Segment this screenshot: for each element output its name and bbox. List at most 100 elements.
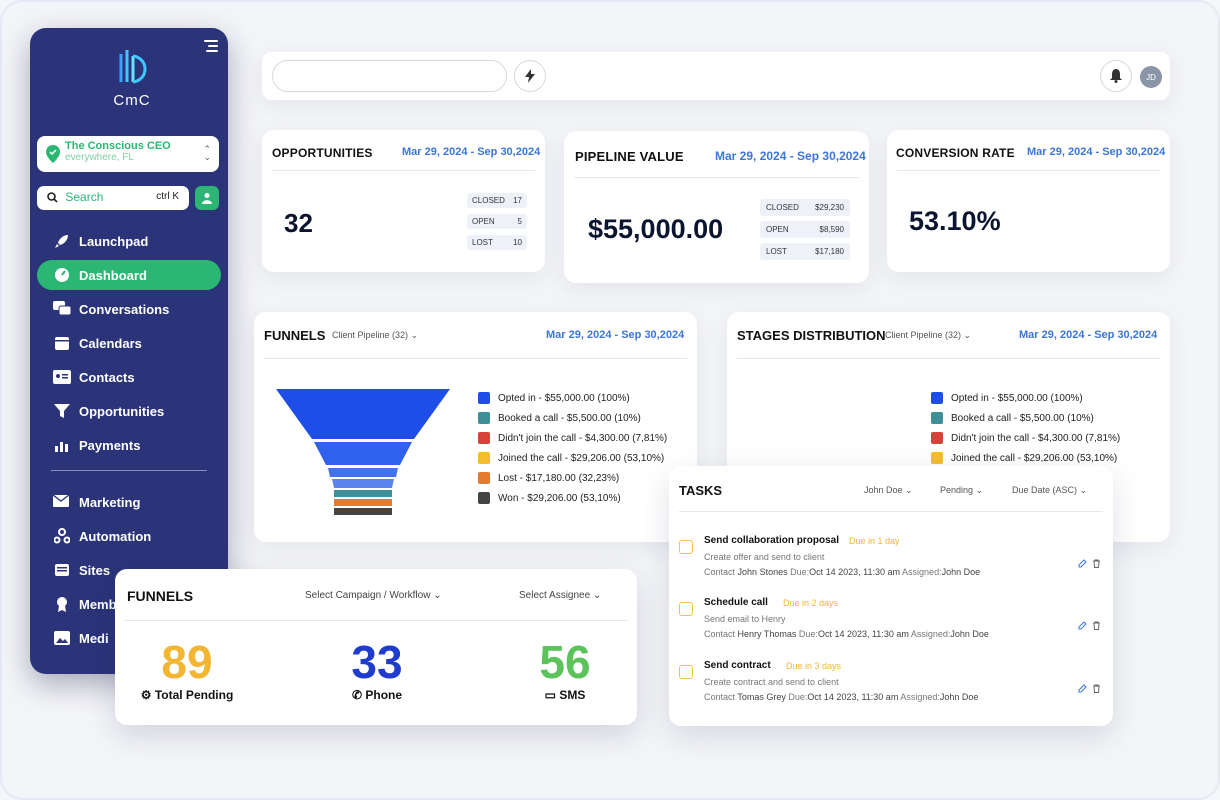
sidebar-item-memberships[interactable]: Memb (37, 589, 221, 619)
sidebar-nav: Launchpad Dashboard Conversations Calend… (37, 226, 221, 657)
global-search-input[interactable] (272, 60, 507, 92)
payments-icon (53, 436, 71, 454)
top-bar: JD (262, 52, 1170, 100)
campaign-dropdown[interactable]: Select Campaign / Workflow ⌄ (305, 590, 442, 601)
card-title: CONVERSION RATE (896, 146, 1015, 160)
chevron-down-icon: ⌄ (975, 485, 984, 495)
user-avatar[interactable]: JD (1140, 66, 1162, 88)
sidebar-item-calendars[interactable]: Calendars (37, 328, 221, 358)
sidebar-item-automation[interactable]: Automation (37, 521, 221, 551)
legend-swatch (931, 412, 943, 424)
divider (264, 358, 687, 359)
edit-icon[interactable] (1078, 621, 1087, 630)
tasks-card: TASKS John Doe ⌄ Pending ⌄ Due Date (ASC… (669, 466, 1113, 726)
legend-item: Joined the call - $29,206.00 (53,10%) (478, 448, 667, 468)
sidebar-item-label: Marketing (79, 494, 141, 510)
sidebar-item-media[interactable]: Medi (37, 623, 221, 653)
task-due-badge: Due in 1 day (849, 536, 900, 546)
sidebar-item-label: Sites (79, 562, 111, 578)
date-range[interactable]: Mar 29, 2024 - Sep 30,2024 (1019, 329, 1158, 341)
sidebar: CmC The Conscious CEO everywhere, FL ⌃ ⌄ … (30, 28, 228, 674)
chevron-down-icon: ⌄ (905, 485, 913, 495)
legend-swatch (478, 412, 490, 424)
lightning-icon (525, 69, 535, 83)
notifications-button[interactable] (1100, 60, 1132, 92)
sidebar-item-marketing[interactable]: Marketing (37, 487, 221, 517)
opportunities-breakdown: CLOSED 17 OPEN 5 LOST 10 (467, 193, 527, 256)
contact-card-icon (53, 368, 71, 386)
trash-icon[interactable] (1092, 684, 1101, 693)
legend-item: Opted in - $55,000.00 (100%) (478, 388, 667, 408)
edit-icon[interactable] (1078, 559, 1087, 568)
chevron-down-icon: ⌄ (592, 590, 602, 601)
breakdown-row: CLOSED 17 (467, 193, 527, 208)
date-range[interactable]: Mar 29, 2024 - Sep 30,2024 (402, 146, 541, 158)
date-range[interactable]: Mar 29, 2024 - Sep 30,2024 (715, 149, 866, 163)
funnel-icon (53, 402, 71, 420)
card-title: OPPORTUNITIES (272, 146, 373, 160)
quick-actions-button[interactable] (514, 60, 546, 92)
bell-icon (1110, 69, 1122, 83)
date-range[interactable]: Mar 29, 2024 - Sep 30,2024 (1027, 146, 1166, 158)
pipeline-breakdown: CLOSED $29,230 OPEN $8,590 LOST $17,180 (760, 199, 850, 265)
assignee-filter[interactable]: John Doe ⌄ (864, 485, 913, 495)
divider (574, 177, 859, 178)
sidebar-item-opportunities[interactable]: Opportunities (37, 396, 221, 426)
task-due-badge: Due in 2 days (783, 598, 839, 608)
status-filter[interactable]: Pending ⌄ (940, 485, 984, 495)
pipeline-dropdown[interactable]: Client Pipeline (32) ⌄ (332, 330, 419, 340)
legend-swatch (478, 472, 490, 484)
sidebar-item-dashboard[interactable]: Dashboard (37, 260, 221, 290)
account-name: The Conscious CEO (65, 140, 171, 152)
trash-icon[interactable] (1092, 559, 1101, 568)
task-meta: Contact Henry Thomas Due:Oct 14 2023, 11… (704, 629, 989, 639)
sidebar-search[interactable]: Search ctrl K (37, 186, 189, 210)
sidebar-item-label: Dashboard (79, 267, 147, 283)
brand-name: CmC (113, 92, 151, 109)
chat-icon (53, 300, 71, 318)
task-checkbox[interactable] (679, 602, 693, 616)
sidebar-item-label: Contacts (79, 369, 135, 385)
account-switcher[interactable]: The Conscious CEO everywhere, FL ⌃ ⌄ (37, 136, 219, 172)
card-title: PIPELINE VALUE (575, 149, 684, 164)
task-title[interactable]: Send contract (704, 660, 771, 671)
badge-icon (53, 595, 71, 613)
sidebar-item-launchpad[interactable]: Launchpad (37, 226, 221, 256)
trash-icon[interactable] (1092, 621, 1101, 630)
sliders-icon: ⚙ (140, 688, 152, 702)
assignee-dropdown[interactable]: Select Assignee ⌄ (519, 590, 602, 601)
task-title[interactable]: Schedule call (704, 597, 768, 608)
location-pin-icon (46, 145, 60, 163)
task-meta: Contact Tomas Grey Due:Oct 14 2023, 11:3… (704, 692, 979, 702)
task-checkbox[interactable] (679, 665, 693, 679)
chevron-updown-icon: ⌃ ⌄ (203, 144, 211, 162)
edit-icon[interactable] (1078, 684, 1087, 693)
user-button[interactable] (195, 186, 219, 210)
sort-filter[interactable]: Due Date (ASC) ⌄ (1012, 485, 1088, 495)
sidebar-item-payments[interactable]: Payments (37, 430, 221, 460)
legend-swatch (478, 492, 490, 504)
task-description: Send email to Henry (704, 614, 786, 624)
sidebar-item-contacts[interactable]: Contacts (37, 362, 221, 392)
date-range[interactable]: Mar 29, 2024 - Sep 30,2024 (546, 329, 685, 341)
pipeline-dropdown[interactable]: Client Pipeline (32) ⌄ (885, 330, 972, 340)
sms-value: 56 (539, 636, 591, 688)
task-title[interactable]: Send collaboration proposal (704, 535, 840, 546)
automation-icon (53, 527, 71, 545)
funnel-stage-didnt-join (328, 468, 398, 477)
sidebar-item-conversations[interactable]: Conversations (37, 294, 221, 324)
task-checkbox[interactable] (679, 540, 693, 554)
sidebar-item-sites[interactable]: Sites (37, 555, 221, 585)
menu-toggle-icon[interactable] (204, 40, 218, 55)
legend-item: Didn't join the call - $4,300.00 (7,81%) (478, 428, 667, 448)
sidebar-item-label: Launchpad (79, 233, 149, 249)
legend-item: Lost - $17,180.00 (32,23%) (478, 468, 667, 488)
opportunities-value: 32 (284, 208, 313, 238)
conversion-rate-value: 53.10% (909, 206, 1001, 236)
task-description: Create offer and send to client (704, 552, 825, 562)
search-shortcut: ctrl K (156, 191, 179, 202)
breakdown-row: CLOSED $29,230 (760, 199, 850, 216)
brand-logo: CmC (102, 48, 162, 109)
legend-swatch (931, 432, 943, 444)
legend-swatch (931, 452, 943, 464)
